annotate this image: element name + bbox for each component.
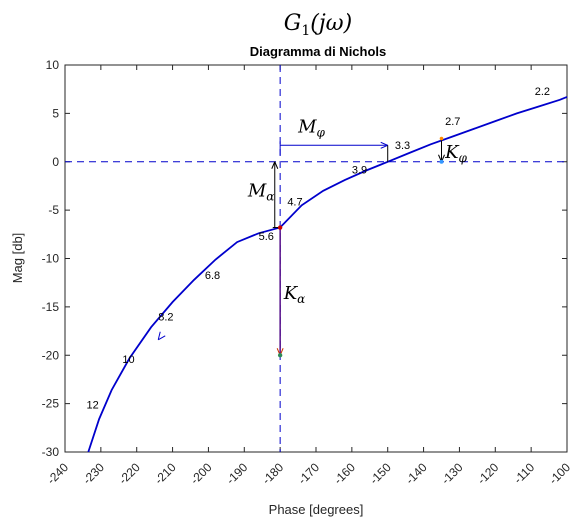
x-tick-label: -230	[80, 460, 107, 487]
y-tick-label: -30	[42, 445, 60, 459]
x-axis-title: Phase [degrees]	[269, 502, 364, 517]
x-tick-label: -110	[511, 460, 537, 486]
chart-title: Diagramma di Nichols	[250, 44, 387, 59]
m-phi-arrowhead	[380, 141, 388, 149]
k-alpha-label: Kα	[283, 283, 306, 306]
x-tick-label: -200	[188, 460, 215, 487]
y-tick-label: -25	[42, 397, 60, 411]
heading-arg: (jω)	[310, 11, 352, 36]
x-tick-label: -120	[475, 460, 502, 487]
y-tick-label: 10	[46, 58, 60, 72]
y-tick-label: 0	[52, 155, 59, 169]
m-alpha-label: Mα	[247, 181, 275, 204]
frequency-label: 2.7	[445, 116, 460, 128]
y-axis-title: Mag [db]	[10, 233, 25, 284]
k-phi-marker-bottom	[439, 159, 444, 164]
nichols-curve	[87, 96, 568, 453]
annotation-layer: Mφ Mα Kφ Kα	[247, 117, 468, 358]
x-tick-label: -220	[116, 460, 143, 487]
x-tick-label: -130	[439, 460, 466, 487]
frequency-label: 12	[87, 399, 99, 411]
y-tick-label: -10	[42, 252, 60, 266]
x-tick-label: -170	[295, 460, 322, 487]
x-tick-label: -180	[259, 460, 286, 487]
frequency-label: 8.2	[158, 311, 173, 323]
x-tick-label: -160	[331, 460, 358, 487]
frequency-label: 4.7	[287, 196, 302, 208]
x-tick-label: -140	[403, 460, 430, 487]
y-tick-label: -5	[48, 203, 59, 217]
k-alpha-marker-top	[277, 225, 283, 230]
m-alpha-arrowhead	[271, 161, 279, 169]
k-alpha-marker-bottom	[277, 353, 283, 358]
x-tick-label: -190	[224, 460, 251, 487]
frequency-label: 6.8	[205, 270, 220, 282]
y-tick-label: -20	[42, 348, 60, 362]
curve-direction-arrow	[157, 331, 166, 341]
chart-heading: G1(jω)	[284, 11, 352, 39]
frequency-labels: 12 10 8.2 6.8 5.6 4.7 3.9 3.3 2.7 2.2	[87, 86, 551, 411]
k-phi-label: Kφ	[444, 142, 467, 165]
x-tick-label: -150	[367, 460, 394, 487]
plot-area	[64, 64, 568, 453]
frequency-label: 2.2	[535, 86, 550, 98]
y-tick-label: -15	[42, 300, 60, 314]
frequency-label: 3.3	[395, 140, 410, 152]
y-tick-label: 5	[52, 106, 59, 120]
frequency-label: 3.9	[352, 164, 367, 176]
x-tick-label: -100	[546, 460, 573, 487]
heading-sub: 1	[301, 23, 310, 39]
frequency-label: 10	[122, 354, 134, 366]
heading-base: G	[284, 11, 302, 36]
curve-layer	[87, 96, 568, 453]
k-phi-marker-top	[439, 136, 444, 141]
m-phi-label: Mφ	[297, 117, 325, 140]
x-tick-label: -240	[44, 460, 71, 487]
x-tick-label: -210	[152, 460, 179, 487]
frequency-label: 5.6	[259, 231, 274, 243]
